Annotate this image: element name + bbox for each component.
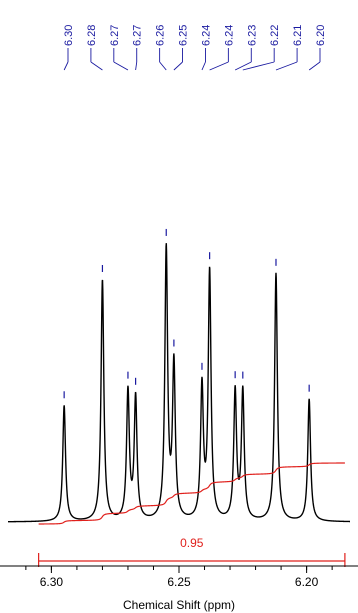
x-axis: 6.30 6.25 6.20 bbox=[0, 565, 358, 589]
peak-label: 6.25 bbox=[178, 25, 190, 46]
peak-label: 6.21 bbox=[292, 25, 304, 46]
peak-label: 6.30 bbox=[63, 25, 75, 46]
integral-value-label: 0.95 bbox=[180, 536, 204, 550]
x-tick-label: 6.30 bbox=[40, 575, 64, 589]
peak-label-connector bbox=[135, 48, 138, 71]
peak-label-connector bbox=[113, 48, 129, 71]
x-tick-label: 6.25 bbox=[167, 575, 191, 589]
spectrum-layer bbox=[8, 228, 350, 523]
peak-label-connector bbox=[90, 48, 103, 71]
peak-label-connector bbox=[234, 48, 252, 71]
peak-label: 6.27 bbox=[109, 25, 121, 46]
peak-label: 6.22 bbox=[269, 25, 281, 46]
integral-layer: 0.95 bbox=[38, 462, 346, 567]
x-tick-label: 6.20 bbox=[295, 575, 319, 589]
peak-label-connector bbox=[201, 48, 206, 71]
peak-label: 6.26 bbox=[155, 25, 167, 46]
peak-label-connector bbox=[159, 48, 167, 71]
integral-curve bbox=[38, 462, 345, 525]
spectrum-line bbox=[8, 243, 350, 523]
peak-labels: 6.30 6.28 6.27 6.27 6.26 6.25 6.24 6.24 6.23 6.22… bbox=[63, 25, 327, 71]
peak-label: 6.23 bbox=[246, 25, 258, 46]
peak-label: 6.24 bbox=[200, 25, 212, 46]
peak-label: 6.28 bbox=[86, 25, 98, 46]
peak-label-connector bbox=[173, 48, 183, 71]
x-axis-title: Chemical Shift (ppm) bbox=[123, 598, 235, 612]
peak-label-connector bbox=[308, 48, 321, 71]
peak-label-connector bbox=[63, 48, 69, 71]
peak-label-connector bbox=[275, 48, 298, 71]
peak-label-connector bbox=[209, 48, 229, 71]
peak-label: 6.27 bbox=[132, 25, 144, 46]
peak-label: 6.20 bbox=[315, 25, 327, 46]
peak-label-connector bbox=[242, 48, 275, 71]
peak-label: 6.24 bbox=[223, 25, 235, 46]
